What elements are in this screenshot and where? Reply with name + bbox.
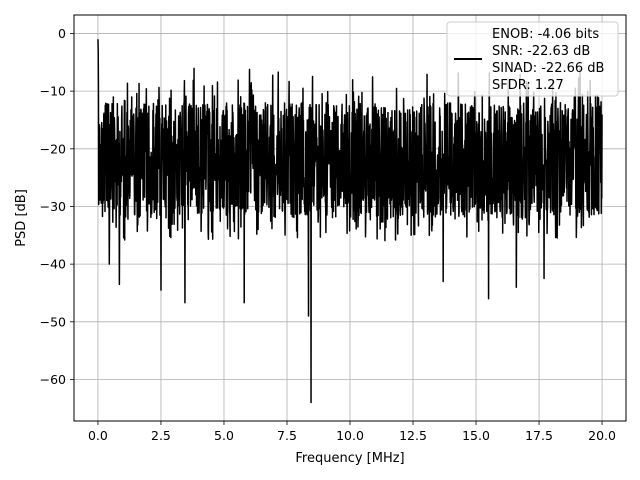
y-tick-label: −60 [40, 372, 66, 387]
y-axis-label: PSD [dB] [14, 189, 29, 247]
psd-series-line [97, 39, 603, 404]
y-axis-ticks: 0 −10 −20 −30 −40 −50 −60 [40, 26, 74, 387]
y-tick-label: −40 [40, 257, 66, 272]
legend-sinad: SINAD: -22.66 dB [492, 61, 604, 76]
plot-area [97, 39, 603, 404]
legend-sfdr: SFDR: 1.27 [492, 78, 564, 93]
y-tick-label: −30 [40, 199, 66, 214]
x-tick-label: 2.5 [151, 428, 171, 443]
y-tick-label: 0 [58, 26, 66, 41]
x-tick-label: 0.0 [88, 428, 108, 443]
legend-enob: ENOB: -4.06 bits [492, 27, 599, 42]
x-tick-label: 15.0 [462, 428, 490, 443]
y-tick-label: −20 [40, 141, 66, 156]
y-tick-label: −50 [40, 314, 66, 329]
x-axis-label: Frequency [MHz] [295, 451, 404, 466]
legend-box [446, 21, 619, 97]
x-tick-label: 17.5 [525, 428, 553, 443]
x-tick-label: 10.0 [336, 428, 364, 443]
x-tick-label: 5.0 [214, 428, 234, 443]
x-tick-label: 7.5 [277, 428, 297, 443]
x-tick-label: 20.0 [588, 428, 616, 443]
y-tick-label: −10 [40, 84, 66, 99]
x-tick-label: 12.5 [399, 428, 427, 443]
x-axis-ticks: 0.0 2.5 5.0 7.5 10.0 12.5 15.0 17.5 20.0 [88, 421, 616, 443]
legend: ENOB: -4.06 bits SNR: -22.63 dB SINAD: -… [446, 21, 619, 97]
legend-snr: SNR: -22.63 dB [492, 44, 590, 59]
